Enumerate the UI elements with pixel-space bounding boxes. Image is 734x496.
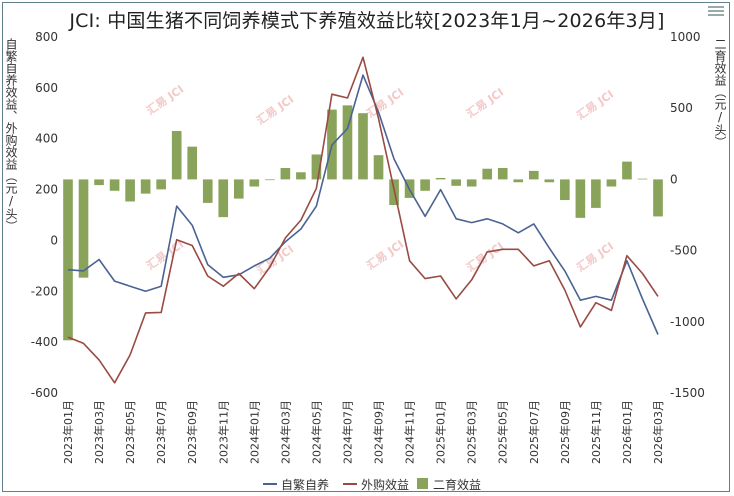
- bar-二育效益: [342, 105, 353, 180]
- bar-二育效益: [109, 179, 120, 191]
- watermark-text: 汇易 JCI: [364, 238, 406, 273]
- bar-二育效益: [63, 179, 73, 341]
- line-自繁自养: [67, 74, 659, 335]
- bar-二育效益: [575, 179, 586, 218]
- y-left-tick-label: 200: [35, 183, 58, 197]
- x-tick-label: 2023年11月: [216, 400, 230, 464]
- bar-二育效益: [653, 179, 663, 217]
- watermark-text: 汇易 JCI: [574, 240, 616, 275]
- x-tick-label: 2024年11月: [403, 400, 417, 464]
- watermark-text: 汇易 JCI: [464, 86, 506, 121]
- bar-二育效益: [622, 161, 632, 180]
- bar-二育效益: [171, 130, 182, 180]
- y-right-tick-label: -1000: [670, 315, 705, 329]
- bar-二育效益: [187, 146, 198, 180]
- x-tick-label: 2025年07月: [527, 400, 541, 464]
- bar-二育效益: [218, 179, 229, 218]
- x-tick-label: 2023年09月: [185, 400, 199, 464]
- y-axis-right-label: 二育效益（元/头）: [713, 38, 727, 148]
- y-left-tick-label: 400: [35, 132, 58, 146]
- bar-二育效益: [265, 179, 275, 181]
- y-left-tick-label: -600: [31, 386, 58, 400]
- bar-二育效益: [528, 170, 539, 180]
- x-tick-label: 2024年03月: [278, 400, 292, 464]
- bar-二育效益: [560, 179, 570, 201]
- watermark-text: 汇易 JCI: [144, 83, 186, 118]
- x-tick-label: 2025年05月: [496, 400, 510, 464]
- bar-二育效益: [435, 177, 446, 180]
- x-tick-label: 2024年07月: [340, 400, 354, 464]
- bar-二育效益: [358, 113, 368, 180]
- watermark-text: 汇易 JCI: [254, 243, 296, 278]
- bar-二育效益: [544, 179, 555, 183]
- x-tick-label: 2025年03月: [465, 400, 479, 464]
- bar-二育效益: [125, 179, 135, 202]
- bar-二育效益: [249, 179, 260, 187]
- y-left-tick-label: 0: [50, 233, 58, 247]
- x-tick-label: 2025年09月: [558, 400, 572, 464]
- bar-二育效益: [311, 154, 322, 180]
- watermark-text: 汇易 JCI: [364, 86, 406, 121]
- bar-二育效益: [591, 179, 601, 208]
- bar-二育效益: [637, 178, 648, 180]
- chart-title: JCI: 中国生猪不同饲养模式下养殖效益比较[2023年1月~2026年3月]: [69, 10, 665, 32]
- y-left-tick-label: 800: [35, 30, 58, 44]
- legend-swatch: [417, 478, 428, 489]
- x-tick-label: 2025年11月: [589, 400, 603, 464]
- menu-icon[interactable]: [708, 4, 724, 18]
- bar-二育效益: [296, 172, 306, 180]
- line-外购效益: [67, 56, 659, 384]
- watermark-text: 汇易 JCI: [254, 93, 296, 128]
- x-tick-label: 2024年09月: [372, 400, 386, 464]
- bar-二育效益: [420, 179, 430, 191]
- watermark-text: 汇易 JCI: [574, 88, 616, 123]
- bar-二育效益: [140, 179, 151, 194]
- bar-二育效益: [280, 168, 291, 180]
- x-tick-label: 2023年03月: [92, 400, 106, 464]
- x-tick-label: 2024年05月: [309, 400, 323, 464]
- x-tick-label: 2023年07月: [154, 400, 168, 464]
- y-right-tick-label: 500: [670, 101, 693, 115]
- y-left-tick-label: 600: [35, 81, 58, 95]
- bar-二育效益: [497, 168, 508, 180]
- y-right-tick-label: 1000: [670, 30, 701, 44]
- bar-二育效益: [482, 168, 493, 180]
- y-right-tick-label: -500: [670, 244, 697, 258]
- bar-二育效益: [78, 179, 89, 278]
- x-tick-label: 2025年01月: [434, 400, 448, 464]
- x-tick-label: 2026年03月: [651, 400, 665, 464]
- legend-label: 二育效益: [433, 477, 481, 492]
- y-right-tick-label: 0: [670, 172, 678, 186]
- legend-label: 外购效益: [361, 477, 409, 492]
- bar-二育效益: [466, 179, 477, 187]
- bar-二育效益: [513, 179, 524, 183]
- y-left-tick-label: -200: [31, 284, 58, 298]
- x-tick-label: 2023年05月: [123, 400, 137, 464]
- x-tick-label: 2024年01月: [247, 400, 261, 464]
- y-left-tick-label: -400: [31, 335, 58, 349]
- bar-二育效益: [606, 179, 617, 187]
- bar-二育效益: [156, 179, 166, 190]
- y-axis-left-label: 自繁自养效益、外购效益（元/头）: [4, 38, 18, 232]
- bar-二育效益: [202, 179, 213, 203]
- x-tick-label: 2023年01月: [61, 400, 75, 464]
- x-tick-label: 2026年01月: [620, 400, 634, 464]
- bar-二育效益: [373, 155, 384, 180]
- legend-label: 自繁自养: [281, 477, 329, 492]
- y-right-tick-label: -1500: [670, 386, 705, 400]
- bar-二育效益: [94, 179, 104, 186]
- bar-二育效益: [451, 179, 461, 186]
- bar-二育效益: [233, 179, 244, 199]
